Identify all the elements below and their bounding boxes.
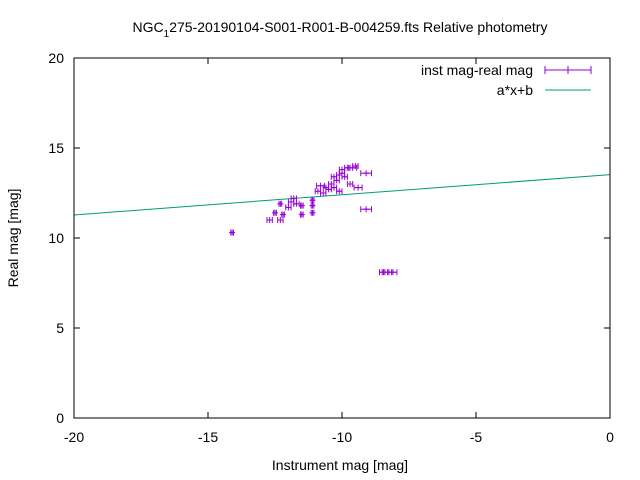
x-tick-label: -5 <box>470 429 483 445</box>
x-tick-label: 0 <box>606 429 614 445</box>
data-point <box>272 209 278 216</box>
data-point <box>280 211 287 218</box>
data-point <box>338 166 346 173</box>
data-point <box>336 188 343 195</box>
legend-swatch-0 <box>544 66 592 74</box>
data-point <box>298 202 305 209</box>
x-tick-label: -15 <box>198 429 218 445</box>
data-point <box>298 211 305 218</box>
y-tick-label: 10 <box>48 230 64 246</box>
data-point <box>309 197 316 204</box>
data-point <box>353 184 363 191</box>
y-axis-label: Real mag [mag] <box>5 189 21 288</box>
x-axis: -20 -15 -10 -5 0 <box>64 58 614 445</box>
plot-border <box>73 57 611 419</box>
data-point <box>277 200 284 207</box>
data-point <box>360 206 372 213</box>
legend-label-0: inst mag-real mag <box>421 62 533 78</box>
data-point <box>290 195 297 202</box>
x-axis-label: Instrument mag [mag] <box>272 457 408 473</box>
x-tick-label: -20 <box>64 429 84 445</box>
y-tick-label: 20 <box>48 50 64 66</box>
chart-title-subscript: 1 <box>164 29 170 40</box>
data-point <box>229 229 236 236</box>
data-point <box>388 269 398 276</box>
legend-label-1: a*x+b <box>497 82 533 98</box>
chart-title: NGC1275-20190104-S001-R001-B-004259.fts … <box>133 19 548 40</box>
y-tick-label: 15 <box>48 140 64 156</box>
data-point <box>333 177 340 184</box>
data-point <box>352 163 359 169</box>
plot-area <box>73 163 611 276</box>
data-point <box>314 188 322 195</box>
x-tick-label: -10 <box>332 429 352 445</box>
data-point <box>277 217 284 223</box>
data-point <box>293 200 300 207</box>
legend: inst mag-real mag a*x+b <box>421 62 592 98</box>
data-point <box>266 217 273 223</box>
y-axis: 0 5 10 15 20 <box>48 50 610 426</box>
data-point <box>346 181 354 187</box>
data-point <box>341 173 348 180</box>
data-point <box>309 202 316 209</box>
data-point <box>360 170 372 177</box>
fit-line <box>73 174 611 216</box>
data-point <box>320 190 327 196</box>
y-tick-label: 5 <box>56 320 64 336</box>
data-point <box>285 204 292 211</box>
data-point <box>330 184 338 191</box>
y-tick-label: 0 <box>56 410 64 426</box>
data-point <box>309 209 316 216</box>
